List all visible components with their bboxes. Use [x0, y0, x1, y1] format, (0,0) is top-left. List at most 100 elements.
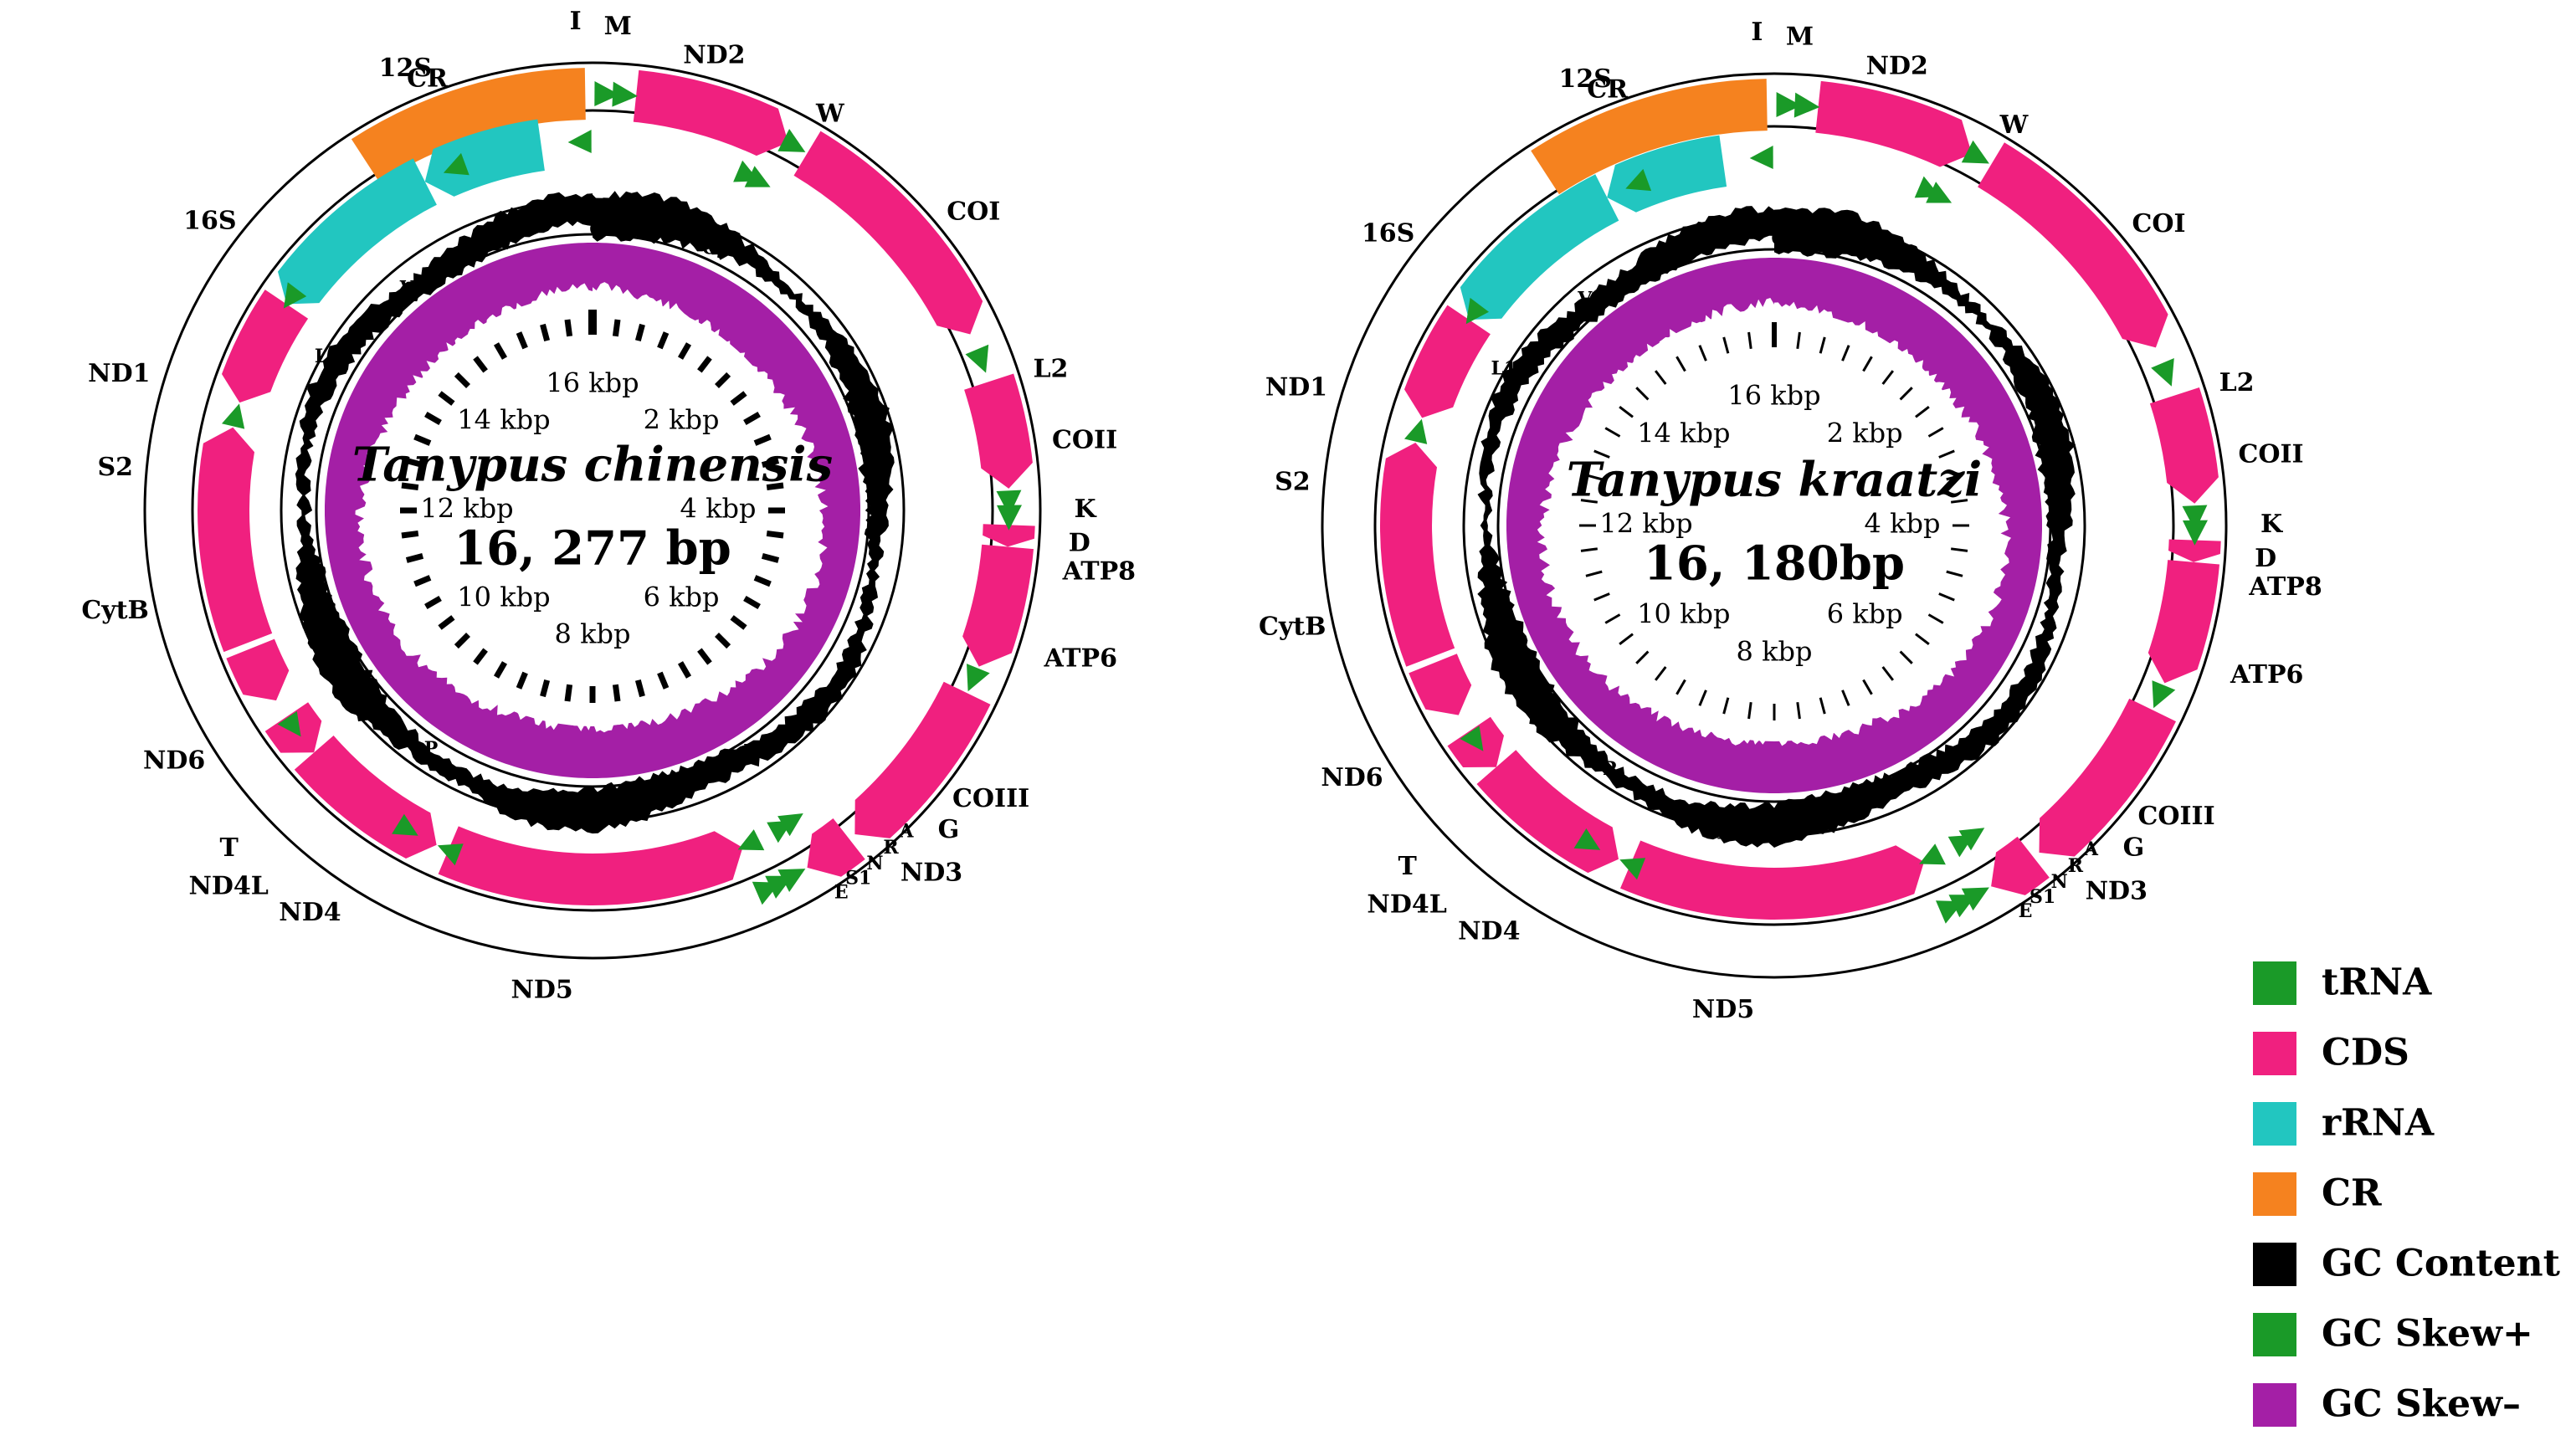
ruler-tick — [697, 356, 712, 373]
legend-label: CDS — [2322, 1032, 2409, 1074]
gene-label: I — [1751, 18, 1763, 47]
trna-cluster-label: N — [866, 853, 883, 874]
gene-label: ND4L — [188, 871, 268, 900]
ruler-tick — [1881, 666, 1895, 681]
gene-label: ND6 — [1321, 763, 1383, 792]
gene-label: ND2 — [683, 40, 745, 69]
trna-cluster-label: R — [883, 837, 899, 859]
gene-label: ND4 — [1458, 917, 1520, 946]
ruler-tick — [1580, 547, 1598, 552]
trna-label: Cy — [702, 237, 729, 259]
gene-label: ND5 — [1692, 995, 1754, 1024]
ruler-tick — [1862, 356, 1873, 372]
gene-label: 16S — [183, 206, 236, 235]
coiii-gene — [2039, 698, 2176, 857]
coii-gene — [2149, 387, 2219, 504]
trna-cluster-label: N — [2051, 871, 2068, 893]
tick-label: 12 kbp — [420, 493, 513, 525]
ruler-tick — [730, 391, 747, 406]
ruler-tick — [1841, 345, 1850, 361]
species-name: Tanypus kraatzi — [1567, 453, 1983, 508]
gene-label: W — [815, 100, 845, 129]
ruler-tick — [730, 615, 747, 630]
ruler-tick — [493, 661, 508, 679]
ruler-tick — [1675, 356, 1686, 372]
gene-label: 12S — [1559, 64, 1612, 94]
ruler-tick — [657, 671, 670, 690]
trna-label: P — [424, 738, 439, 760]
ruler-tick — [438, 615, 455, 630]
trna-s1 — [777, 813, 803, 837]
track-circle — [143, 61, 1042, 960]
ruler-tick — [473, 356, 488, 373]
ruler-tick — [1593, 449, 1610, 459]
gene-label: ND3 — [901, 858, 962, 887]
legend-swatch — [2253, 1172, 2296, 1216]
atp6-gene — [2148, 560, 2219, 684]
12s-rrna — [424, 119, 545, 197]
track-circle — [191, 109, 994, 912]
trna-cluster-label: A — [2083, 838, 2099, 860]
trna-w — [1961, 140, 1989, 164]
track-circle — [1321, 72, 2228, 979]
tick-label: 12 kbp — [1599, 508, 1692, 540]
tick-label: 2 kbp — [644, 403, 720, 435]
ruler-tick — [1927, 427, 1944, 438]
ruler-tick — [1747, 331, 1752, 350]
trna-s2 — [222, 403, 245, 429]
trna-h — [1619, 858, 1646, 880]
trna-label: V — [399, 278, 415, 300]
tick-label: 4 kbp — [1865, 508, 1941, 540]
ruler-tick — [1635, 387, 1650, 401]
ruler-tick — [473, 648, 488, 665]
ruler-tick — [1899, 650, 1913, 664]
nd1-gene — [1404, 305, 1491, 418]
trna-label: Cy — [1886, 247, 1913, 269]
trna-i — [594, 81, 620, 106]
legend-label: GC Skew+ — [2322, 1313, 2533, 1356]
trna-g — [967, 664, 990, 692]
ruler-tick — [1593, 592, 1610, 602]
gene-label: D — [1069, 529, 1090, 558]
legend-swatch — [2253, 1313, 2296, 1356]
legend-swatch — [2253, 1243, 2296, 1286]
gene-label: ATP8 — [1062, 556, 1136, 586]
control-region — [351, 68, 586, 183]
tick-label: 14 kbp — [1637, 417, 1730, 449]
ruler-tick — [1635, 650, 1650, 664]
trna-cluster-label: A — [898, 820, 914, 842]
ruler-tick — [405, 552, 424, 563]
gene-label: CR — [407, 64, 449, 94]
gene-label: ND2 — [1866, 51, 1928, 80]
cytb-gene — [1380, 443, 1455, 667]
trna-c — [1914, 176, 1941, 198]
nd3-gene — [807, 818, 865, 877]
genome-length: 16, 180bp — [1644, 536, 1905, 592]
trna-label: H — [536, 801, 553, 823]
trna-l2 — [965, 344, 989, 373]
species-name: Tanypus chinensis — [352, 438, 833, 493]
tick-label: 6 kbp — [1827, 598, 1903, 630]
ruler-tick — [657, 331, 670, 350]
trna-k — [996, 490, 1022, 516]
ruler-tick — [1927, 613, 1944, 624]
trna-cy — [744, 166, 771, 187]
gene-label: G — [938, 815, 960, 844]
trna-q — [567, 130, 592, 153]
trna-v — [1625, 168, 1652, 192]
16s-rrna — [1460, 174, 1619, 320]
ruler-tick — [1585, 570, 1603, 577]
gene-label: ND4 — [279, 898, 341, 927]
trna-l1 — [1465, 297, 1489, 325]
atp8-gene — [2168, 539, 2221, 562]
ruler-tick — [413, 433, 432, 446]
coiii-gene — [854, 681, 991, 838]
ruler-tick — [753, 575, 772, 587]
gene-label: T — [1398, 852, 1417, 881]
track-circle — [1373, 125, 2175, 926]
gene-label: D — [2255, 544, 2276, 573]
ruler-tick — [424, 411, 442, 426]
nd6-gene — [1409, 654, 1472, 715]
ruler-tick — [1841, 690, 1850, 706]
ruler-tick — [1950, 547, 1968, 552]
